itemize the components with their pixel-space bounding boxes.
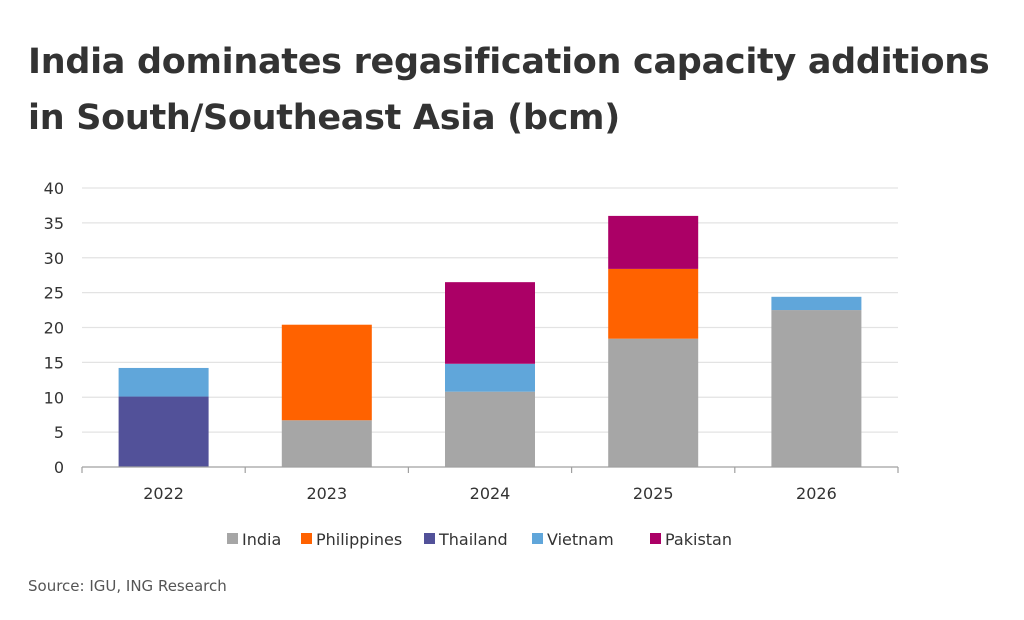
bar-segment-india-2026 <box>771 310 862 467</box>
bar-segment-philippines-2025 <box>608 268 699 339</box>
bar-segment-vietnam-2024 <box>445 363 535 392</box>
x-tick-label: 2022 <box>143 484 184 503</box>
x-tick-label: 2024 <box>470 484 511 503</box>
legend-label-india: India <box>242 530 281 549</box>
y-tick-label: 35 <box>44 214 64 233</box>
y-tick-label: 20 <box>44 319 64 338</box>
bar-segment-india-2023 <box>281 420 372 467</box>
legend-swatch-vietnam <box>532 533 543 544</box>
x-tick-label: 2025 <box>633 484 674 503</box>
chart-title: India dominates regasification capacity … <box>28 42 990 138</box>
legend-label-philippines: Philippines <box>316 530 402 549</box>
legend-label-thailand: Thailand <box>438 530 508 549</box>
bar-segment-philippines-2023 <box>281 324 372 421</box>
legend-label-pakistan: Pakistan <box>665 530 732 549</box>
y-tick-label: 40 <box>44 179 64 198</box>
legend-swatch-thailand <box>424 533 435 544</box>
y-tick-label: 25 <box>44 284 64 303</box>
bar-segment-vietnam-2026 <box>771 296 862 311</box>
legend-label-vietnam: Vietnam <box>547 530 614 549</box>
bar-segment-india-2025 <box>608 338 699 467</box>
y-tick-label: 0 <box>54 458 64 477</box>
y-tick-label: 30 <box>44 249 64 268</box>
legend-swatch-pakistan <box>650 533 661 544</box>
legend-swatch-philippines <box>301 533 312 544</box>
y-tick-label: 10 <box>44 388 64 407</box>
legend-swatch-india <box>227 533 238 544</box>
bar-segment-pakistan-2025 <box>608 215 699 269</box>
x-tick-label: 2023 <box>306 484 347 503</box>
source-note: Source: IGU, ING Research <box>28 577 227 595</box>
bar-segment-pakistan-2024 <box>445 282 535 364</box>
bar-segment-india-2024 <box>445 391 535 467</box>
y-tick-label: 5 <box>54 423 64 442</box>
bar-segment-thailand-2022 <box>118 396 209 467</box>
y-tick-label: 15 <box>44 353 64 372</box>
bar-segment-vietnam-2022 <box>118 367 209 397</box>
x-tick-label: 2026 <box>796 484 837 503</box>
